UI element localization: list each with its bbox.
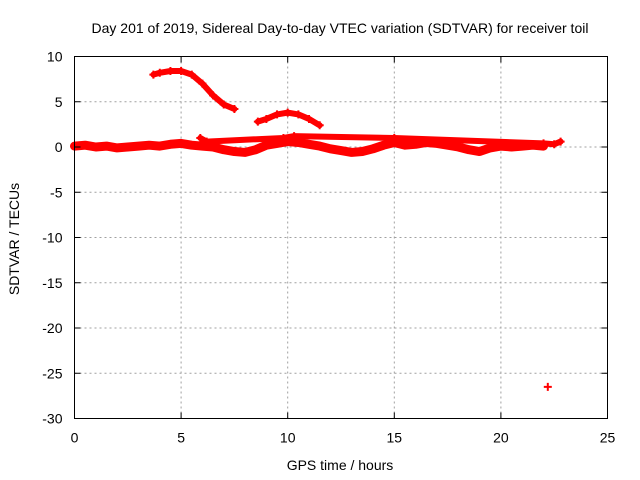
data-point [177,66,186,75]
data-point [550,140,559,149]
x-tick-label: 20 [493,430,509,446]
data-point [279,133,288,142]
axis-ticks: 0 5 10 15 20 25 10 5 0 -5 -10 -15 -20 -25 -30 [42,49,615,446]
data-point [241,148,250,157]
data-point [283,108,292,117]
data-point [305,140,314,149]
data-point [230,104,239,113]
data-point [543,382,552,391]
data-point [464,145,473,154]
data-point [187,70,196,79]
data-point [209,91,218,100]
grid [74,56,608,419]
data-point [251,145,260,154]
y-tick-label: -15 [42,275,62,291]
data-point [187,141,196,150]
data-point [326,144,335,153]
y-tick-label: -30 [42,411,62,427]
y-tick-label: -5 [50,184,63,200]
data-point [134,142,143,151]
series-band [150,67,238,112]
data-point [177,139,186,148]
data-point [198,142,207,151]
data-point [91,143,100,151]
data-point [305,114,314,123]
y-tick-label: 10 [47,49,63,65]
data-point [400,141,409,150]
chart-title: Day 201 of 2019, Sidereal Day-to-day VTE… [92,20,589,36]
data-point [379,141,388,150]
data-point [337,146,345,155]
data-point [454,143,463,151]
data-point [539,139,548,148]
data-point [123,143,132,151]
data-point [196,133,205,142]
y-tick-label: -10 [42,230,62,246]
data-point [475,147,484,156]
data-point [102,142,111,151]
data-point [315,121,324,130]
data-point [219,145,228,154]
data-point [149,70,158,79]
data-point [486,143,495,152]
data-point [166,140,175,149]
x-tick-label: 25 [600,430,616,446]
data-point [262,114,271,123]
x-tick-label: 15 [387,430,403,446]
data-point [290,132,299,141]
y-tick-label: -25 [42,365,62,381]
data-point [390,133,399,142]
data-point [113,143,122,152]
data-point [198,79,207,88]
data-point [262,141,271,150]
data-point [347,148,356,157]
data-layer [70,66,565,391]
data-point [219,100,228,109]
data-point [315,142,324,151]
data-point [556,137,565,146]
data-point [155,142,164,151]
data-point [294,138,303,147]
x-tick-label: 0 [71,430,79,446]
data-point [145,141,154,150]
data-point [166,66,175,75]
data-point [273,110,282,119]
data-point [230,147,239,156]
data-point [294,110,303,119]
data-point [358,147,367,156]
y-tick-label: -20 [42,320,62,336]
data-point [202,137,211,146]
data-point [81,141,90,150]
data-point [209,143,218,151]
y-tick-label: 5 [55,94,63,110]
data-point [253,117,262,126]
x-axis-label: GPS time / hours [287,457,394,473]
y-tick-label: 0 [55,139,63,155]
x-tick-label: 10 [280,430,296,446]
x-tick-label: 5 [177,430,185,446]
data-point [155,68,164,77]
y-axis-label: SDTVAR / TECUs [6,183,22,295]
data-point [368,144,377,153]
